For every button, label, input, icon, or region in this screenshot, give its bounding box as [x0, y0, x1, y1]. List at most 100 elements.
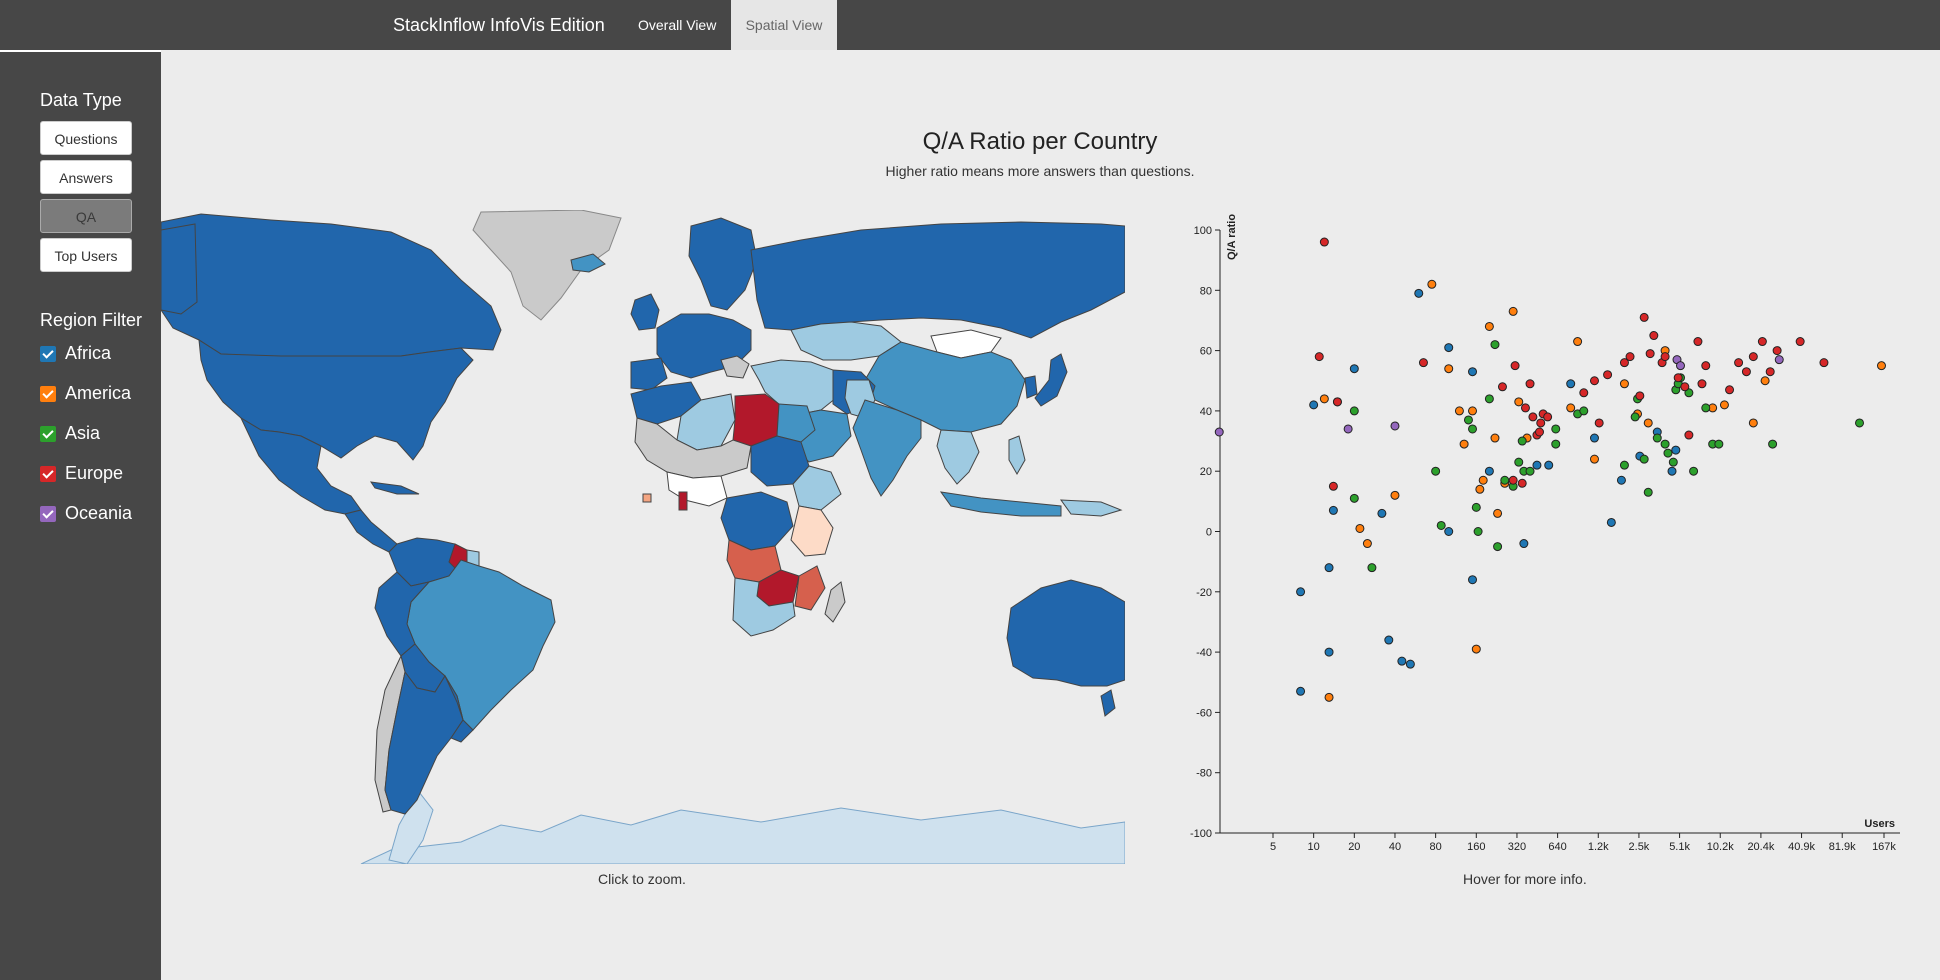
data-point-asia[interactable]: [1652, 433, 1662, 443]
data-point-europe[interactable]: [1543, 412, 1553, 422]
data-point-europe[interactable]: [1748, 352, 1758, 362]
data-point-america[interactable]: [1459, 439, 1469, 449]
mozambique[interactable]: [794, 565, 826, 611]
asia-checkbox[interactable]: [40, 426, 56, 442]
america-checkbox[interactable]: [40, 386, 56, 402]
india[interactable]: [852, 399, 922, 497]
data-point-america[interactable]: [1876, 361, 1886, 371]
data-point-africa[interactable]: [1566, 379, 1576, 389]
data-point-america[interactable]: [1319, 394, 1329, 404]
scandinavia[interactable]: [688, 217, 758, 311]
data-point-asia[interactable]: [1493, 542, 1503, 552]
data-point-africa[interactable]: [1667, 466, 1677, 476]
russia[interactable]: [750, 221, 1125, 339]
iceland[interactable]: [570, 253, 606, 273]
data-point-asia[interactable]: [1463, 415, 1473, 425]
data-point-asia[interactable]: [1701, 403, 1711, 413]
data-point-europe[interactable]: [1328, 481, 1338, 491]
qa-button[interactable]: QA: [40, 199, 132, 233]
data-point-europe[interactable]: [1579, 388, 1589, 398]
alaska[interactable]: [161, 223, 198, 315]
data-point-asia[interactable]: [1639, 454, 1649, 464]
data-point-oceania[interactable]: [1675, 361, 1685, 371]
data-point-europe[interactable]: [1603, 370, 1613, 380]
nigeria-accent[interactable]: [678, 491, 688, 511]
data-point-america[interactable]: [1454, 406, 1464, 416]
data-point-africa[interactable]: [1671, 445, 1681, 455]
data-point-africa[interactable]: [1544, 460, 1554, 470]
data-point-asia[interactable]: [1349, 406, 1359, 416]
central-america[interactable]: [344, 509, 398, 553]
data-point-europe[interactable]: [1510, 361, 1520, 371]
data-point-europe[interactable]: [1635, 391, 1645, 401]
iberia[interactable]: [630, 357, 668, 391]
data-point-africa[interactable]: [1324, 563, 1334, 573]
top-users-button[interactable]: Top Users: [40, 238, 132, 272]
data-point-america[interactable]: [1748, 418, 1758, 428]
sahel[interactable]: [634, 417, 752, 479]
uk-ireland[interactable]: [630, 293, 660, 331]
data-point-europe[interactable]: [1319, 237, 1329, 247]
data-point-europe[interactable]: [1332, 397, 1342, 407]
indonesia[interactable]: [939, 491, 1062, 517]
data-point-america[interactable]: [1493, 508, 1503, 518]
philippines[interactable]: [1008, 435, 1026, 476]
data-point-asia[interactable]: [1525, 466, 1535, 476]
korea[interactable]: [1024, 375, 1038, 399]
data-point-africa[interactable]: [1519, 539, 1529, 549]
data-point-europe[interactable]: [1649, 331, 1659, 341]
usa[interactable]: [198, 339, 474, 461]
data-point-asia[interactable]: [1431, 466, 1441, 476]
data-point-america[interactable]: [1471, 644, 1481, 654]
data-point-europe[interactable]: [1701, 361, 1711, 371]
data-point-asia[interactable]: [1500, 475, 1510, 485]
data-point-africa[interactable]: [1589, 433, 1599, 443]
data-point-america[interactable]: [1427, 279, 1437, 289]
data-point-america[interactable]: [1362, 539, 1372, 549]
data-point-asia[interactable]: [1714, 439, 1724, 449]
data-point-america[interactable]: [1484, 321, 1494, 331]
data-point-america[interactable]: [1508, 306, 1518, 316]
balkans[interactable]: [720, 355, 750, 379]
new-zealand[interactable]: [1100, 689, 1116, 717]
data-point-oceania[interactable]: [1343, 424, 1353, 434]
canada[interactable]: [161, 213, 502, 357]
data-point-africa[interactable]: [1296, 686, 1306, 696]
data-point-europe[interactable]: [1697, 379, 1707, 389]
data-point-europe[interactable]: [1625, 352, 1635, 362]
tab-spatial-view[interactable]: Spatial View: [731, 0, 837, 50]
kenya-tanzania[interactable]: [790, 505, 834, 557]
data-point-asia[interactable]: [1468, 424, 1478, 434]
data-point-europe[interactable]: [1520, 403, 1530, 413]
data-point-africa[interactable]: [1296, 587, 1306, 597]
data-point-asia[interactable]: [1619, 460, 1629, 470]
data-point-america[interactable]: [1468, 406, 1478, 416]
data-point-asia[interactable]: [1367, 563, 1377, 573]
data-point-africa[interactable]: [1468, 575, 1478, 585]
data-point-asia[interactable]: [1768, 439, 1778, 449]
data-point-europe[interactable]: [1525, 379, 1535, 389]
data-point-europe[interactable]: [1535, 427, 1545, 437]
madagascar[interactable]: [824, 581, 846, 623]
answers-button[interactable]: Answers: [40, 160, 132, 194]
data-point-asia[interactable]: [1436, 520, 1446, 530]
data-point-asia[interactable]: [1514, 457, 1524, 467]
data-point-africa[interactable]: [1384, 635, 1394, 645]
africa-checkbox[interactable]: [40, 346, 56, 362]
mexico[interactable]: [239, 416, 362, 515]
data-point-europe[interactable]: [1418, 358, 1428, 368]
data-point-asia[interactable]: [1484, 394, 1494, 404]
data-point-asia[interactable]: [1668, 457, 1678, 467]
data-point-africa[interactable]: [1405, 659, 1415, 669]
data-point-europe[interactable]: [1528, 412, 1538, 422]
data-point-america[interactable]: [1760, 376, 1770, 386]
uruguay-paraguay[interactable]: [444, 675, 474, 743]
data-point-europe[interactable]: [1693, 337, 1703, 347]
oceania-checkbox[interactable]: [40, 506, 56, 522]
data-point-oceania[interactable]: [1214, 427, 1224, 437]
data-point-europe[interactable]: [1517, 478, 1527, 488]
data-point-europe[interactable]: [1772, 346, 1782, 356]
data-point-europe[interactable]: [1594, 418, 1604, 428]
data-point-asia[interactable]: [1471, 502, 1481, 512]
data-point-america[interactable]: [1390, 490, 1400, 500]
